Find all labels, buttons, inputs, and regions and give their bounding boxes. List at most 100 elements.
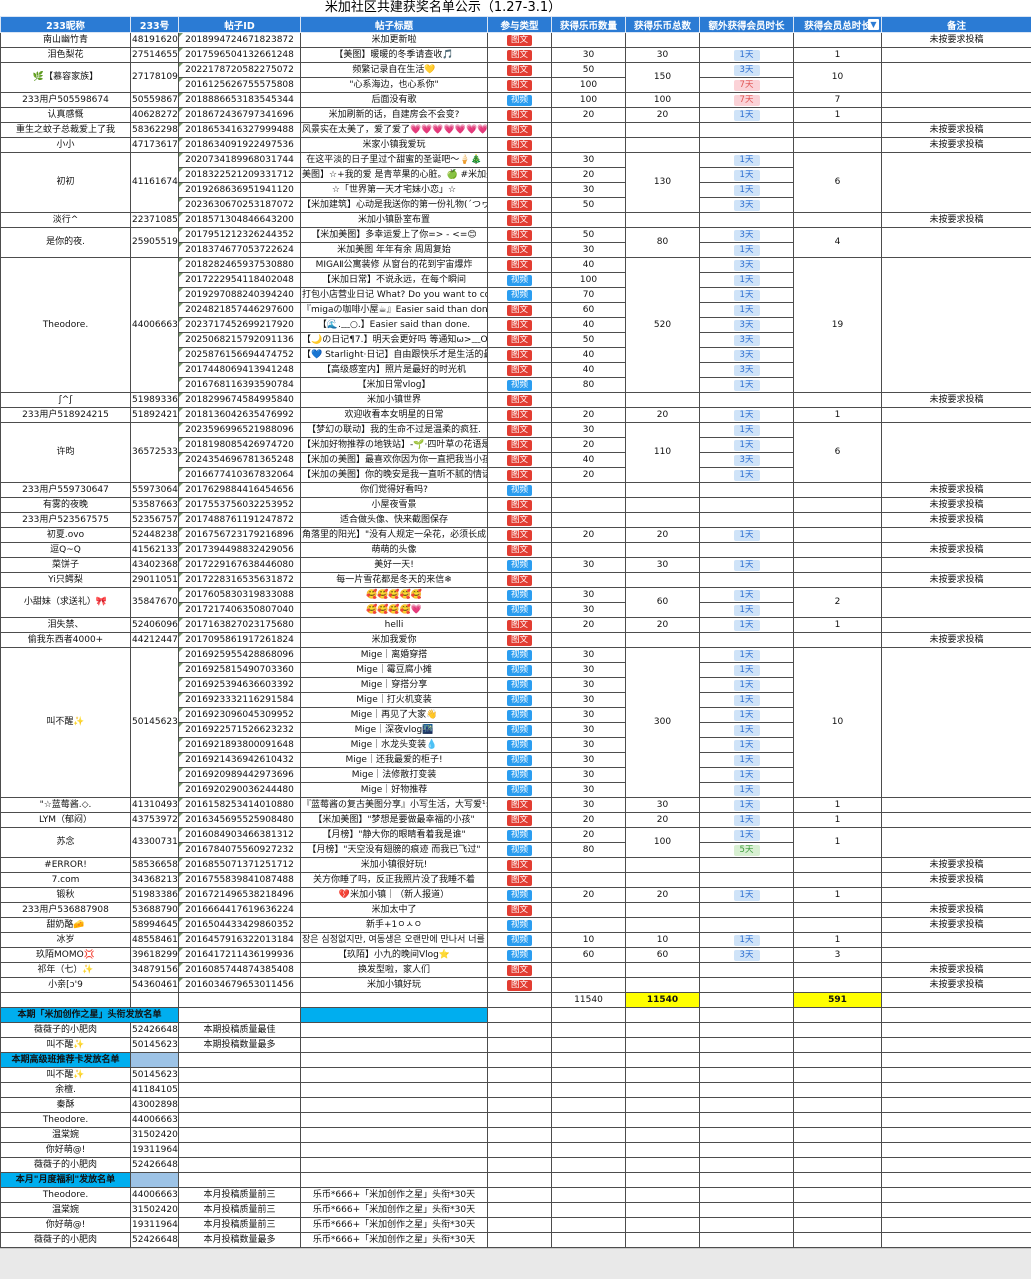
member-total-cell[interactable] — [794, 483, 882, 498]
empty-cell[interactable] — [794, 1203, 882, 1218]
post-id-cell[interactable]: 2025876156694474752 — [179, 348, 301, 363]
empty-cell[interactable] — [794, 1173, 882, 1188]
post-title-cell[interactable]: Mige｜霉豆腐小摊 — [301, 663, 488, 678]
extra-days-cell[interactable]: 1天 — [700, 933, 794, 948]
member-total-cell[interactable] — [794, 858, 882, 873]
empty-cell[interactable] — [179, 1173, 301, 1188]
nickname-cell[interactable]: 重生之蚊子总裁爱上了我 — [1, 123, 131, 138]
post-title-cell[interactable]: 【米加の美图】最喜欢你因为你一直把我当小孩ω> <ω — [301, 453, 488, 468]
account-number-cell[interactable]: 523567575 — [131, 513, 179, 528]
empty-cell[interactable] — [626, 1023, 700, 1038]
post-title-cell[interactable]: 米加刷新的话，自建房会不会变? — [301, 108, 488, 123]
coins-cell[interactable] — [552, 858, 626, 873]
empty-cell[interactable] — [794, 1233, 882, 1248]
post-id-cell[interactable]: 2017488761191247872 — [179, 513, 301, 528]
post-title-cell[interactable]: MIGAⅡ公寓装修 从窗台的花到宇宙爆炸 — [301, 258, 488, 273]
remark-cell[interactable]: 未按要求投稿 — [882, 123, 1031, 138]
coins-cell[interactable] — [552, 33, 626, 48]
coins-cell[interactable]: 30 — [552, 183, 626, 198]
remark-cell[interactable] — [882, 618, 1031, 633]
post-title-cell[interactable]: 风景实在太美了，爱了爱了💗💗💗💗💗💗💗💗💗 — [301, 123, 488, 138]
extra-days-cell[interactable] — [700, 393, 794, 408]
empty-cell[interactable] — [1, 993, 131, 1008]
nickname-cell[interactable]: 有雾的夜晚 — [1, 498, 131, 513]
empty-cell[interactable] — [700, 1218, 794, 1233]
empty-cell[interactable] — [794, 1143, 882, 1158]
remark-cell[interactable] — [882, 108, 1031, 123]
coins-cell[interactable]: 40 — [552, 363, 626, 378]
coins-total-cell[interactable]: 110 — [626, 423, 700, 483]
empty-cell[interactable] — [700, 1068, 794, 1083]
account-number-cell[interactable]: 433007310 — [131, 828, 179, 858]
member-total-cell[interactable]: 4 — [794, 228, 882, 258]
type-cell[interactable]: 视频 — [488, 378, 552, 393]
post-title-cell[interactable]: 米加我爱你 — [301, 633, 488, 648]
nickname-cell[interactable]: 锻秋 — [1, 888, 131, 903]
coins-cell[interactable]: 30 — [552, 603, 626, 618]
column-header-2[interactable]: 帖子ID — [179, 17, 301, 33]
coins-total-cell[interactable]: 20 — [626, 108, 700, 123]
post-title-cell[interactable]: 【月榜】"天空没有翅膀的痕迹 而我已飞过" — [301, 843, 488, 858]
post-id-cell[interactable]: 2023630670253187072 — [179, 198, 301, 213]
empty-cell[interactable] — [552, 1113, 626, 1128]
column-header-0[interactable]: 233昵称 — [1, 17, 131, 33]
type-cell[interactable]: 视频 — [488, 678, 552, 693]
award-reason-cell[interactable] — [179, 1083, 301, 1098]
post-title-cell[interactable]: 🥰🥰🥰🥰🥰 — [301, 588, 488, 603]
account-number-cell[interactable]: 440066638 — [131, 1113, 179, 1128]
column-header-7[interactable]: 额外获得会员时长 — [700, 17, 794, 33]
extra-days-cell[interactable]: 1天 — [700, 183, 794, 198]
post-id-cell[interactable]: 2024821857446297600 — [179, 303, 301, 318]
post-title-cell[interactable]: 欢迎收看本女明星的日常 — [301, 408, 488, 423]
member-total-cell[interactable]: 7 — [794, 93, 882, 108]
nickname-cell[interactable]: 淡行^ — [1, 213, 131, 228]
post-id-cell[interactable]: 2016721496538218496 — [179, 888, 301, 903]
post-id-cell[interactable]: 2018994724671823872 — [179, 33, 301, 48]
remark-cell[interactable]: 未按要求投稿 — [882, 873, 1031, 888]
account-number-cell[interactable]: 583622981 — [131, 123, 179, 138]
coins-cell[interactable]: 20 — [552, 408, 626, 423]
post-title-cell[interactable]: Mige｜法修散打变装 — [301, 768, 488, 783]
type-cell[interactable]: 视频 — [488, 933, 552, 948]
nickname-cell[interactable]: 菜饼子 — [1, 558, 131, 573]
coins-cell[interactable] — [552, 123, 626, 138]
award-prize-cell[interactable] — [301, 1128, 488, 1143]
empty-cell[interactable] — [882, 1053, 1031, 1068]
empty-cell[interactable] — [882, 1023, 1031, 1038]
nickname-cell[interactable]: 小小 — [1, 138, 131, 153]
member-total-cell[interactable]: 6 — [794, 153, 882, 213]
nickname-cell[interactable]: 初夏.ovo — [1, 528, 131, 543]
coins-cell[interactable]: 30 — [552, 738, 626, 753]
type-cell[interactable]: 视频 — [488, 723, 552, 738]
post-title-cell[interactable]: 『migaの咖啡小屋☕』Easier said than done. — [301, 303, 488, 318]
account-number-cell[interactable]: 348791560 — [131, 963, 179, 978]
empty-cell[interactable] — [552, 1038, 626, 1053]
type-cell[interactable]: 视频 — [488, 708, 552, 723]
type-cell[interactable]: 图文 — [488, 258, 552, 273]
empty-cell[interactable] — [700, 1158, 794, 1173]
nickname-cell[interactable]: 秦酥 — [1, 1098, 131, 1113]
coins-sum-cell[interactable]: 11540 — [552, 993, 626, 1008]
post-title-cell[interactable]: 🥰🥰🥰🥰💗 — [301, 603, 488, 618]
post-id-cell[interactable]: 2017448069413941248 — [179, 363, 301, 378]
extra-days-cell[interactable]: 1天 — [700, 603, 794, 618]
extra-days-cell[interactable] — [700, 513, 794, 528]
coins-cell[interactable]: 40 — [552, 258, 626, 273]
account-number-cell[interactable]: 411616740 — [131, 153, 179, 213]
post-title-cell[interactable]: 换发型啦，家人们 — [301, 963, 488, 978]
extra-days-cell[interactable]: 1天 — [700, 48, 794, 63]
coins-cell[interactable]: 30 — [552, 783, 626, 798]
coins-total-cell[interactable]: 20 — [626, 888, 700, 903]
award-reason-cell[interactable] — [179, 1158, 301, 1173]
type-cell[interactable]: 视频 — [488, 288, 552, 303]
post-title-cell[interactable]: 【玖陌】小九的晚间Vlog⭐ — [301, 948, 488, 963]
column-header-1[interactable]: 233号 — [131, 17, 179, 33]
nickname-cell[interactable]: 苏念 — [1, 828, 131, 858]
coins-cell[interactable]: 20 — [552, 618, 626, 633]
coins-total-cell[interactable]: 60 — [626, 588, 700, 618]
type-cell[interactable]: 图文 — [488, 468, 552, 483]
award-prize-cell[interactable]: 乐币*666+「米加创作之星」头衔*30天 — [301, 1218, 488, 1233]
account-number-cell[interactable]: 365725332 — [131, 423, 179, 483]
award-reason-cell[interactable] — [179, 1098, 301, 1113]
coins-cell[interactable]: 20 — [552, 813, 626, 828]
